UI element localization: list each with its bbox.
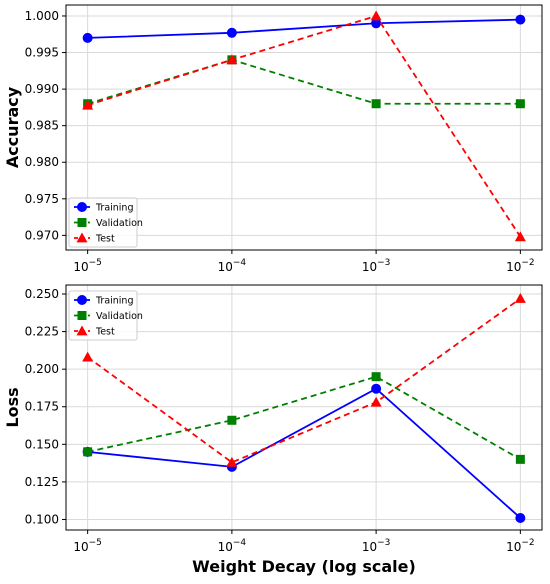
plot-area <box>66 285 542 530</box>
y-tick-label: 0.985 <box>25 119 59 133</box>
plot-area <box>66 5 542 250</box>
series-validation <box>83 372 525 464</box>
chart-panel-loss: 0.100 0.125 0.150 0.175 0.200 0.225 0.250 10−5 1… <box>3 284 543 576</box>
legend-marker <box>77 202 87 212</box>
data-point-test <box>370 10 382 21</box>
y-tick-label: 0.995 <box>25 46 59 60</box>
x-tick-label: 10−5 <box>73 258 102 274</box>
y-tick-label: 0.125 <box>25 475 59 489</box>
x-tick-label: 10−3 <box>362 538 391 554</box>
data-point-training <box>371 383 382 394</box>
series-line-training <box>87 18 521 39</box>
x-tick-label: 10−4 <box>218 258 247 274</box>
legend-label: Test <box>95 234 115 245</box>
series-training <box>82 14 526 43</box>
legend-label: Training <box>95 203 134 214</box>
series-test <box>82 10 526 242</box>
gridlines <box>66 285 542 530</box>
data-point-test <box>370 396 382 407</box>
plot-frame <box>65 284 543 531</box>
x-tick-label: 10−4 <box>218 538 247 554</box>
chart-panel-accuracy: 0.970 0.975 0.980 0.985 0.990 0.995 1.000 10−5 1… <box>3 4 543 274</box>
y-tick-label: 0.975 <box>25 192 59 206</box>
y-tick-label: 0.225 <box>25 325 59 339</box>
series-test <box>82 293 526 467</box>
legend: Training Validation Test <box>68 197 143 248</box>
legend-marker <box>77 311 87 320</box>
plot-frame <box>65 4 543 251</box>
legend-marker <box>77 218 87 227</box>
data-point-test <box>82 351 94 362</box>
y-tick-label: 0.250 <box>25 287 59 301</box>
data-point-test <box>226 54 238 65</box>
y-tick-label: 1.000 <box>25 9 59 23</box>
y-axis-label: Loss <box>3 387 22 427</box>
x-tick-label: 10−2 <box>506 258 535 274</box>
x-tick-label: 10−5 <box>73 538 102 554</box>
data-point-training <box>82 32 93 43</box>
y-tick-label: 0.990 <box>25 82 59 96</box>
data-point-training <box>515 512 526 523</box>
data-point-validation <box>371 372 381 382</box>
data-point-test <box>82 99 94 110</box>
data-point-test <box>514 293 526 303</box>
data-point-validation <box>83 447 93 457</box>
legend-label: Test <box>95 327 115 338</box>
data-point-test <box>514 231 526 242</box>
legend-marker <box>76 232 88 243</box>
legend-label: Training <box>95 296 134 307</box>
y-tick-label: 0.150 <box>25 437 59 451</box>
x-axis-label: Weight Decay (log scale) <box>192 557 416 576</box>
x-tick-label: 10−3 <box>362 258 391 274</box>
data-point-validation <box>515 454 525 464</box>
legend-label: Validation <box>96 311 143 322</box>
legend-marker <box>77 295 87 305</box>
legend-marker <box>76 325 88 336</box>
data-point-validation <box>371 99 381 109</box>
y-tick-label: 0.970 <box>25 228 59 242</box>
data-point-validation <box>227 415 237 425</box>
data-point-training <box>515 14 526 25</box>
series-line-training <box>87 387 521 519</box>
x-tick-label: 10−2 <box>506 538 535 554</box>
gridlines <box>66 5 542 250</box>
legend: Training Validation Test <box>68 290 143 341</box>
series-line-test <box>87 297 521 464</box>
y-tick-label: 0.100 <box>25 512 59 526</box>
y-tick-label: 0.175 <box>25 400 59 414</box>
legend-label: Validation <box>96 218 143 229</box>
data-point-test <box>226 456 238 467</box>
y-tick-label: 0.200 <box>25 362 59 376</box>
y-axis-label: Accuracy <box>3 86 22 168</box>
series-line-validation <box>87 375 521 461</box>
data-point-validation <box>515 99 525 109</box>
legend-box <box>68 290 138 341</box>
data-point-training <box>226 27 237 38</box>
series-line-test <box>87 14 522 238</box>
legend-box <box>68 197 138 248</box>
y-tick-label: 0.980 <box>25 155 59 169</box>
